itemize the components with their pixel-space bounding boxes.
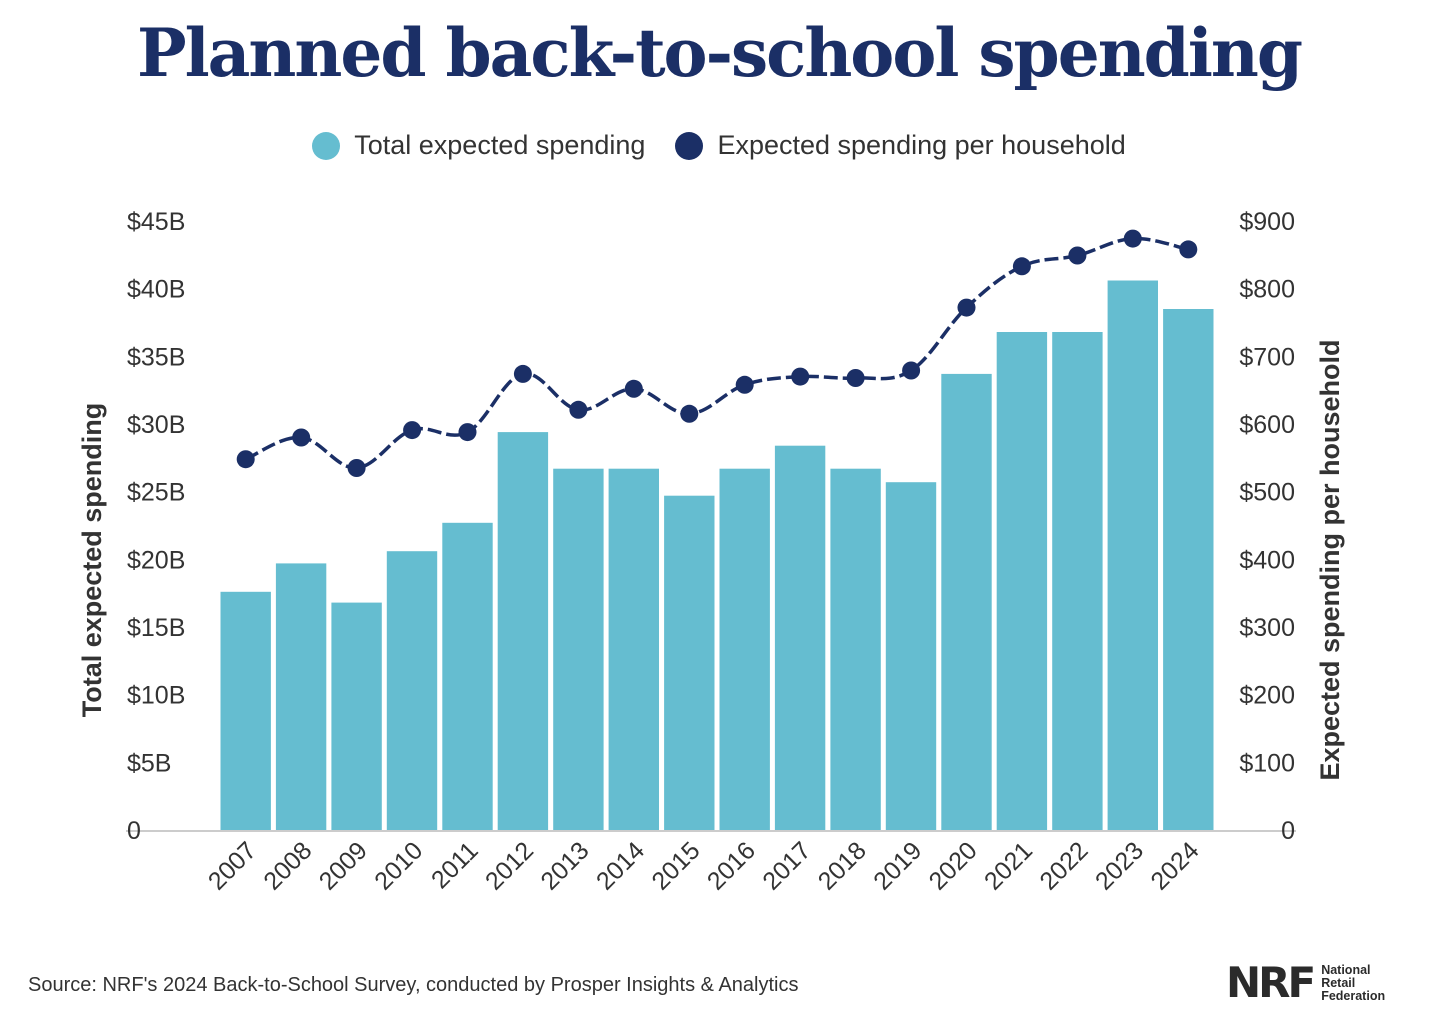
logo-line-2: Retail [1321,975,1356,990]
nrf-logo: NRF National Retail Federation [1226,962,1385,1004]
point-2015 [680,404,699,423]
point-2008 [292,428,311,447]
left-tick-label: $25B [127,479,185,507]
x-tick-label: 2015 [646,836,705,895]
point-2010 [403,421,422,440]
point-2013 [569,400,588,419]
left-tick-label: $30B [127,411,185,439]
bar-2010 [386,551,438,830]
left-tick-label: $10B [127,682,185,710]
x-tick-label: 2013 [536,836,595,895]
right-tick-label: $900 [1239,208,1295,236]
right-tick-label: $800 [1239,276,1295,304]
x-tick-label: 2011 [426,836,484,894]
bar-2020 [941,373,992,830]
point-2011 [458,423,477,442]
x-axis-ticks: 2007200820092010201120122013201420152016… [203,836,1205,895]
right-tick-label: $200 [1239,682,1295,710]
household-points [236,229,1198,477]
chart-title: Planned back-to-school spending [136,14,1303,92]
x-tick-label: 2009 [314,836,373,895]
left-tick-label: $15B [127,614,185,642]
x-tick-label: 2020 [924,836,983,895]
x-tick-label: 2021 [979,836,1038,895]
bar-2008 [275,563,327,830]
point-2014 [624,379,643,398]
bar-2017 [774,445,826,830]
left-tick-label: $35B [127,343,185,371]
legend-label-total: Total expected spending [354,130,646,160]
bar-2009 [331,602,382,830]
point-2019 [902,361,921,380]
bar-2007 [220,591,271,830]
left-axis-title: Total expected spending [77,403,107,718]
right-tick-label: $500 [1239,479,1295,507]
point-2024 [1179,240,1198,259]
bar-2022 [1052,332,1103,830]
legend-swatch-household [675,131,704,160]
right-tick-label: $400 [1239,546,1295,574]
x-tick-label: 2017 [757,836,816,895]
point-2022 [1068,246,1087,265]
bar-2024 [1163,309,1214,830]
x-tick-label: 2008 [258,836,317,895]
left-axis-ticks: 0 $5B $10B $15B $20B $25B $30B $35B $40B $45B [127,208,185,845]
x-tick-label: 2022 [1035,836,1094,895]
bar-2012 [497,432,549,830]
right-tick-label: $700 [1239,343,1295,371]
logo-mark: NRF [1226,958,1316,1007]
bar-2014 [608,468,659,830]
bar-2016 [719,468,770,830]
point-2007 [236,450,255,469]
left-tick-label: 0 [127,817,141,845]
right-tick-label: $600 [1239,411,1295,439]
legend-item-total: Total expected spending [312,130,645,161]
point-2018 [846,369,865,387]
x-tick-label: 2023 [1090,836,1149,895]
right-tick-label: 0 [1281,817,1295,845]
point-2009 [347,459,366,477]
logo-line-3: Federation [1321,988,1386,1003]
legend-item-household: Expected spending per household [675,130,1126,161]
x-tick-label: 2014 [591,836,650,895]
point-2012 [513,364,532,383]
legend-label-household: Expected spending per household [717,130,1126,160]
left-tick-label: $20B [127,546,185,574]
left-tick-label: $45B [127,208,185,236]
legend-swatch-total [312,131,341,160]
right-tick-label: $100 [1239,749,1295,777]
left-tick-label: $40B [127,276,185,304]
bar-2021 [996,332,1048,830]
point-2017 [791,367,810,386]
source-note: Source: NRF's 2024 Back-to-School Survey… [28,974,799,996]
point-2016 [735,375,754,394]
point-2023 [1123,229,1142,248]
x-tick-label: 2012 [480,836,539,895]
right-axis-ticks: 0 $100 $200 $300 $400 $500 $600 $700 $800 $900 [1239,208,1295,845]
bar-2011 [442,522,493,830]
logo-text: National Retail Federation [1321,962,1386,1003]
logo-line-1: National [1321,962,1371,977]
legend: Total expected spending Expected spendin… [0,130,1438,161]
point-2020 [957,298,976,317]
bar-2013 [553,468,604,830]
right-axis-title: Expected spending per household [1315,339,1345,780]
bar-series [220,280,1214,830]
x-tick-label: 2016 [702,836,761,895]
x-tick-label: 2019 [868,836,927,895]
point-2021 [1012,257,1031,276]
bar-2018 [830,468,881,830]
x-tick-label: 2024 [1145,836,1204,895]
x-tick-label: 2010 [369,836,428,895]
right-tick-label: $300 [1239,614,1295,642]
x-tick-label: 2018 [813,836,872,895]
bar-2015 [664,495,715,830]
bar-2019 [885,482,937,830]
bar-2023 [1107,280,1158,830]
x-tick-label: 2007 [203,836,262,895]
left-tick-label: $5B [127,749,171,777]
